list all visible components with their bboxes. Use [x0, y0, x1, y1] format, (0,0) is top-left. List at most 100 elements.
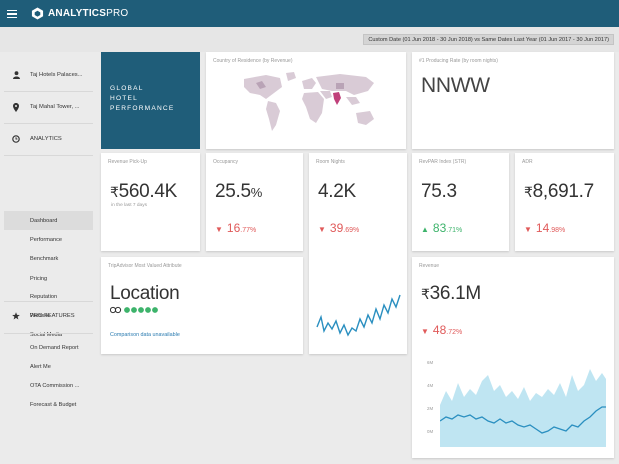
card-label: Revenue: [419, 263, 440, 269]
revenue-area-chart[interactable]: [440, 361, 608, 449]
sidebar-item-label: ANALYTICS: [30, 136, 62, 142]
kpi-value: 25.5%: [215, 181, 262, 203]
change-int: 83: [432, 221, 447, 235]
sidebar-item-hotel[interactable]: Taj Mahal Tower, ...: [0, 93, 93, 121]
tripadvisor-attribute: Location: [110, 283, 180, 304]
arrow-down-icon: ▼: [524, 225, 532, 234]
change-dec: .69%: [343, 227, 360, 234]
world-map[interactable]: [236, 69, 386, 139]
divider: [4, 91, 93, 92]
nav-on-demand-report[interactable]: On Demand Report: [30, 345, 79, 351]
y-tick-label: 6M: [427, 360, 434, 365]
arrow-up-icon: ▲: [421, 225, 429, 234]
kpi-number: 560.4K: [118, 181, 178, 202]
change-dec: .71%: [446, 227, 463, 234]
card-label: Room Nights: [316, 159, 345, 165]
change-int: 48: [432, 323, 447, 337]
divider: [4, 301, 93, 302]
tripadvisor-card: TripAdvisor Most Valued Attribute Locati…: [101, 257, 303, 354]
sidebar-item-analytics[interactable]: ANALYTICS: [0, 125, 93, 153]
room-nights-card: Room Nights 4.2K ▼ 39.69%: [309, 153, 407, 354]
kpi-change: ▼ 39.69%: [318, 221, 359, 235]
kpi-change: ▼ 14.98%: [524, 221, 565, 235]
sidebar-item-label: PRO FEATURES: [30, 313, 75, 319]
clock-icon: [10, 135, 22, 143]
nav-ota-commission[interactable]: OTA Commission ...: [30, 383, 80, 389]
card-label: Revenue Pick-Up: [108, 159, 147, 165]
brand-main: ANALYTICS: [48, 8, 107, 19]
revenue-card: Revenue ₹36.1M ▼ 48.72% 6M 4M 2M 0M: [412, 257, 614, 458]
nav-performance[interactable]: Performance: [30, 237, 63, 243]
location-pin-icon: [10, 102, 22, 112]
arrow-down-icon: ▼: [215, 225, 223, 234]
nav-social-media[interactable]: Social Media: [30, 332, 63, 338]
change-int: 16: [226, 221, 241, 235]
currency-symbol: ₹: [524, 184, 533, 200]
tripadvisor-rating-icon: [110, 306, 158, 314]
card-label: Occupancy: [213, 159, 239, 165]
change-dec: .77%: [240, 227, 257, 234]
kpi-value: ₹36.1M: [421, 283, 481, 305]
star-icon: [10, 312, 22, 320]
nav-alert-me[interactable]: Alert Me: [30, 364, 51, 370]
tile-title-line: PERFORMANCE: [110, 105, 175, 112]
menu-icon[interactable]: [7, 9, 17, 18]
arrow-down-icon: ▼: [421, 327, 429, 336]
card-label: ADR: [522, 159, 533, 165]
change-int: 14: [535, 221, 550, 235]
sidebar-item-pro-features[interactable]: PRO FEATURES: [0, 302, 93, 330]
kpi-value: ₹560.4K: [110, 181, 177, 203]
sidebar-item-label: Taj Mahal Tower, ...: [30, 104, 80, 110]
producing-rate-value: NNWW: [421, 74, 490, 97]
room-nights-sparkline: [316, 294, 401, 337]
occupancy-card: Occupancy 25.5% ▼ 16.77%: [206, 153, 303, 251]
card-label: TripAdvisor Most Valued Attribute: [108, 263, 182, 269]
brand-pro: PRO: [106, 8, 129, 19]
y-tick-label: 2M: [427, 406, 434, 411]
sidebar-item-label: Taj Hotels Palaces...: [30, 72, 83, 78]
top-bar: ANALYTICSPRO: [0, 0, 619, 27]
kpi-number: 4.2K: [318, 181, 356, 202]
analytics-logo-icon: [31, 7, 44, 20]
revpar-index-card: RevPAR Index (STR) 75.3 ▲ 83.71%: [412, 153, 509, 251]
kpi-number: 25.5: [215, 181, 251, 202]
card-label: RevPAR Index (STR): [419, 159, 467, 165]
nav-reputation[interactable]: Reputation: [30, 294, 58, 300]
kpi-change: ▲ 83.71%: [421, 221, 462, 235]
nav-benchmark[interactable]: Benchmark: [30, 256, 59, 262]
nav-website[interactable]: Website: [30, 313, 51, 319]
user-icon: [10, 71, 22, 79]
divider: [4, 123, 93, 124]
y-tick-label: 0M: [427, 429, 434, 434]
kpi-number: 75.3: [421, 181, 457, 202]
nav-pricing[interactable]: Pricing: [30, 276, 48, 282]
adr-card: ADR ₹8,691.7 ▼ 14.98%: [515, 153, 614, 251]
kpi-subtext: in the last 7 days: [111, 203, 147, 208]
producing-rate-card: #1 Producing Rate (by room nights) NNWW: [412, 52, 614, 149]
app-brand: ANALYTICSPRO: [48, 8, 128, 19]
card-label: Country of Residence (by Revenue): [213, 58, 293, 64]
map-highlight-india[interactable]: [333, 92, 341, 105]
change-int: 39: [329, 221, 344, 235]
date-range-selector[interactable]: Custom Date (01 Jun 2018 - 30 Jun 2018) …: [363, 34, 614, 45]
sidebar: Taj Hotels Palaces... Taj Mahal Tower, .…: [0, 52, 99, 464]
nav-dashboard[interactable]: Dashboard: [30, 218, 58, 224]
arrow-down-icon: ▼: [318, 225, 326, 234]
nav-forecast-budget[interactable]: Forecast & Budget: [30, 402, 77, 408]
kpi-change: ▼ 48.72%: [421, 323, 462, 337]
divider: [4, 155, 93, 156]
revenue-pickup-card: Revenue Pick-Up ₹560.4K in the last 7 da…: [101, 153, 200, 251]
divider: [4, 333, 93, 334]
date-filter-bar: Custom Date (01 Jun 2018 - 30 Jun 2018) …: [0, 27, 619, 52]
kpi-number: 36.1M: [429, 283, 482, 304]
change-dec: .72%: [446, 329, 463, 336]
tile-title-line: HOTEL: [110, 95, 138, 102]
kpi-change: ▼ 16.77%: [215, 221, 256, 235]
global-hotel-performance-tile: GLOBAL HOTEL PERFORMANCE: [101, 52, 200, 149]
y-tick-label: 4M: [427, 383, 434, 388]
country-of-residence-card: Country of Residence (by Revenue): [206, 52, 406, 149]
card-label: #1 Producing Rate (by room nights): [419, 58, 498, 64]
currency-symbol: ₹: [110, 184, 119, 200]
sidebar-item-hotel-group[interactable]: Taj Hotels Palaces...: [0, 61, 93, 89]
kpi-unit: %: [250, 185, 263, 200]
